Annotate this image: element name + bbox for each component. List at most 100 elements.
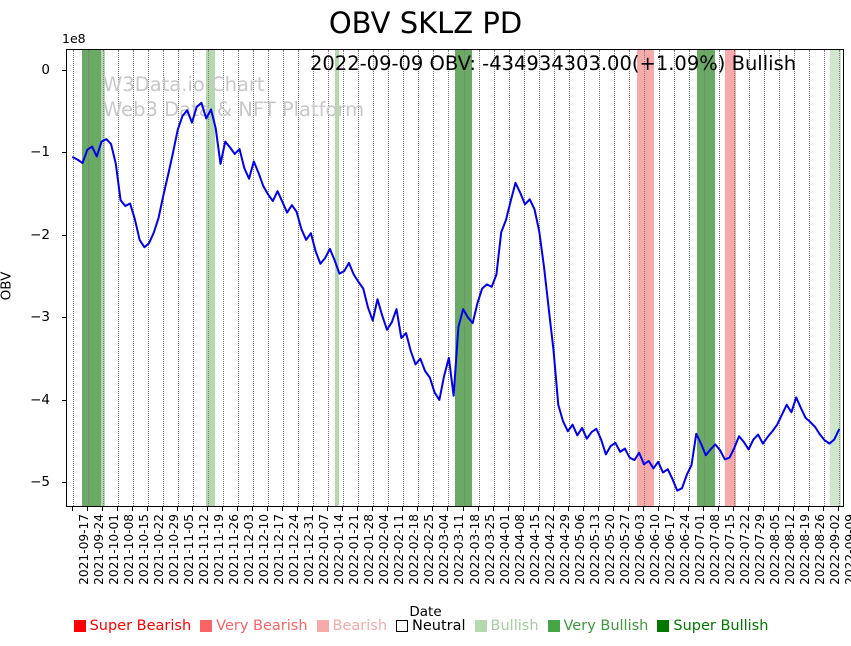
x-tick-mark (417, 507, 419, 511)
x-tick-mark (762, 507, 764, 511)
legend-label: Very Bearish (216, 618, 308, 634)
gridline-vertical (748, 50, 750, 506)
gridline-vertical (148, 50, 150, 506)
x-tick-label: 2021-12-24 (287, 514, 302, 585)
gridline-vertical (839, 50, 840, 506)
x-tick-label: 2022-07-29 (752, 514, 767, 585)
x-tick-mark (507, 507, 509, 511)
x-tick-label: 2022-03-11 (452, 514, 467, 585)
x-tick-mark (462, 507, 464, 511)
x-tick-label: 2021-10-29 (167, 514, 182, 585)
gridline-vertical (658, 50, 660, 506)
gridline-vertical (238, 50, 240, 506)
gridline-vertical (193, 50, 195, 506)
x-tick-mark (342, 507, 344, 511)
x-tick-label: 2022-07-01 (692, 514, 707, 585)
x-tick-label: 2022-07-22 (737, 514, 752, 585)
x-tick-label: 2021-12-17 (272, 514, 287, 585)
x-tick-mark (657, 507, 659, 511)
legend-label: Super Bearish (89, 618, 192, 634)
legend-item-neutral[interactable]: Neutral (396, 618, 466, 634)
x-tick-mark (717, 507, 719, 511)
x-tick-label: 2022-04-29 (557, 514, 572, 585)
x-tick-mark (177, 507, 179, 511)
x-tick-label: 2021-12-10 (257, 514, 272, 585)
legend-item-bearish[interactable]: Bearish (316, 618, 387, 634)
gridline-vertical (778, 50, 780, 506)
legend-item-bullish[interactable]: Bullish (474, 618, 539, 634)
x-tick-label: 2022-06-24 (677, 514, 692, 585)
legend-swatch-icon (547, 620, 560, 632)
x-tick-mark (207, 507, 209, 511)
x-tick-mark (552, 507, 554, 511)
y-tick-mark (62, 482, 66, 484)
x-tick-mark (372, 507, 374, 511)
x-tick-label: 2022-08-26 (812, 514, 827, 585)
gridline-vertical (508, 50, 510, 506)
gridline-vertical (598, 50, 600, 506)
gridline-vertical (373, 50, 375, 506)
x-tick-label: 2021-09-24 (92, 514, 107, 585)
x-tick-mark (747, 507, 749, 511)
x-tick-label: 2022-06-03 (632, 514, 647, 585)
gridline-vertical (418, 50, 420, 506)
gridline-vertical (538, 50, 540, 506)
x-tick-label: 2022-08-19 (797, 514, 812, 585)
x-tick-label: 2022-08-12 (782, 514, 797, 585)
legend-swatch-icon (396, 620, 409, 632)
y-tick-label: −1 (30, 144, 50, 161)
gridline-vertical (298, 50, 300, 506)
x-tick-label: 2021-10-08 (122, 514, 137, 585)
gridline-vertical (613, 50, 615, 506)
gridline-vertical (328, 50, 330, 506)
x-tick-label: 2022-05-13 (587, 514, 602, 585)
gridline-vertical (313, 50, 315, 506)
x-tick-mark (222, 507, 224, 511)
x-tick-mark (838, 507, 839, 511)
x-tick-mark (237, 507, 239, 511)
x-tick-mark (297, 507, 299, 511)
legend-item-super-bearish[interactable]: Super Bearish (73, 618, 192, 634)
legend-item-very-bearish[interactable]: Very Bearish (200, 618, 308, 634)
x-tick-mark (522, 507, 524, 511)
y-tick-label: 0 (41, 61, 50, 78)
legend-swatch-icon (200, 620, 213, 632)
legend-item-very-bullish[interactable]: Very Bullish (547, 618, 648, 634)
x-tick-mark (702, 507, 704, 511)
x-tick-mark (807, 507, 809, 511)
x-tick-label: 2022-08-05 (767, 514, 782, 585)
gridline-vertical (703, 50, 705, 506)
x-tick-label: 2022-01-07 (317, 514, 332, 585)
highlight-band-bullish (830, 50, 842, 506)
highlight-band-bearish (725, 50, 736, 506)
y-axis-exponent-label: 1e8 (62, 31, 86, 46)
x-tick-label: 2022-01-14 (332, 514, 347, 585)
x-tick-mark (357, 507, 359, 511)
y-tick-label: −4 (30, 391, 50, 408)
highlight-band-bearish (637, 50, 655, 506)
x-tick-label: 2022-01-28 (362, 514, 377, 585)
x-tick-label: 2022-03-04 (437, 514, 452, 585)
x-tick-mark (117, 507, 119, 511)
x-tick-label: 2022-09-09 (843, 514, 851, 585)
legend-item-super-bullish[interactable]: Super Bullish (657, 618, 768, 634)
legend-label: Super Bullish (673, 618, 769, 634)
x-tick-mark (642, 507, 644, 511)
x-tick-label: 2022-05-06 (572, 514, 587, 585)
gridline-vertical (568, 50, 570, 506)
gridline-vertical (223, 50, 225, 506)
gridline-vertical (283, 50, 285, 506)
y-tick-mark (62, 152, 66, 154)
x-tick-mark (822, 507, 824, 511)
plot-area: W3Data.io Chart Web3 Data & NFT Platform (66, 49, 844, 507)
x-tick-label: 2021-11-12 (197, 514, 212, 585)
x-tick-label: 2022-04-01 (497, 514, 512, 585)
gridline-vertical (583, 50, 585, 506)
x-tick-label: 2022-04-15 (527, 514, 542, 585)
obv-line-path (72, 101, 840, 492)
x-tick-label: 2022-09-02 (827, 514, 842, 585)
x-tick-mark (132, 507, 134, 511)
chart-legend: Super Bearish Very Bearish Bearish Neutral B… (0, 618, 851, 634)
gridline-vertical (718, 50, 720, 506)
